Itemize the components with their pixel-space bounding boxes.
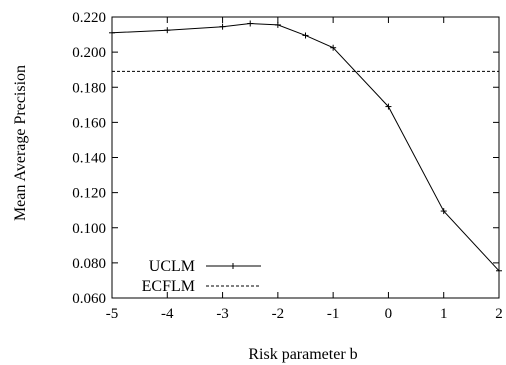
series-line-uclm: [111, 22, 500, 272]
x-tick-label: 1: [440, 306, 448, 322]
data-point-uclm: [385, 103, 392, 110]
y-tick-label: 0.080: [72, 256, 106, 272]
x-tick-label: -5: [106, 306, 119, 322]
data-point-uclm: [219, 23, 226, 30]
x-axis-ticks: -5 -4 -3 -2 -1 0 1 2: [106, 17, 503, 322]
data-point-uclm: [247, 20, 254, 27]
y-tick-label: 0.120: [72, 186, 106, 202]
y-axis-ticks: 0.060 0.080 0.100 0.120 0.140 0.160 0.180 0.200…: [72, 10, 499, 307]
y-axis-label: Mean Average Precision: [12, 65, 29, 221]
x-axis-label: Risk parameter b: [248, 346, 357, 363]
data-point-uclm: [440, 208, 447, 215]
data-point-uclm: [164, 27, 171, 34]
x-tick-label: -4: [161, 306, 174, 322]
legend: UCLM ECFLM: [142, 258, 261, 295]
plot-frame: [111, 16, 500, 299]
series-layer: [109, 20, 502, 274]
x-tick-label: -1: [327, 306, 340, 322]
y-tick-label: 0.200: [72, 45, 106, 61]
x-tick-label: 2: [495, 306, 503, 322]
x-tick-label: 0: [385, 306, 393, 322]
legend-marker-uclm: [230, 263, 236, 269]
legend-label-ecflm: ECFLM: [142, 278, 195, 295]
data-point-uclm: [274, 21, 281, 28]
y-tick-label: 0.160: [72, 115, 106, 131]
x-tick-label: -2: [272, 306, 285, 322]
legend-label-uclm: UCLM: [149, 258, 195, 275]
y-tick-label: 0.060: [72, 291, 106, 307]
data-point-uclm: [302, 32, 309, 39]
y-tick-label: 0.140: [72, 151, 106, 167]
y-tick-label: 0.180: [72, 80, 106, 96]
x-tick-label: -3: [216, 306, 229, 322]
y-tick-label: 0.220: [72, 10, 106, 26]
data-point-uclm: [330, 44, 337, 51]
y-tick-label: 0.100: [72, 221, 106, 237]
